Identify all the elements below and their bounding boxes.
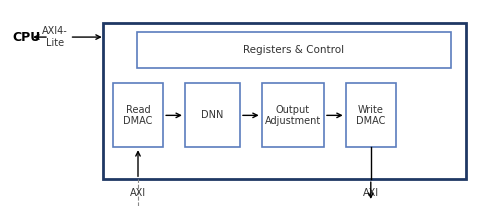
Text: Registers & Control: Registers & Control: [243, 45, 345, 55]
Bar: [346, 83, 396, 147]
Text: AXI: AXI: [362, 188, 379, 198]
Bar: [185, 83, 240, 147]
Bar: [103, 23, 466, 179]
Text: Read
DMAC: Read DMAC: [123, 105, 153, 126]
Text: DNN: DNN: [201, 110, 224, 120]
Text: Write
DMAC: Write DMAC: [356, 105, 385, 126]
Bar: [262, 83, 324, 147]
Bar: [137, 32, 451, 68]
Text: CPU: CPU: [12, 30, 40, 44]
Bar: [113, 83, 163, 147]
Text: AXI: AXI: [130, 188, 146, 198]
Text: Output
Adjustment: Output Adjustment: [264, 105, 321, 126]
Text: AXI4-
Lite: AXI4- Lite: [42, 26, 68, 48]
